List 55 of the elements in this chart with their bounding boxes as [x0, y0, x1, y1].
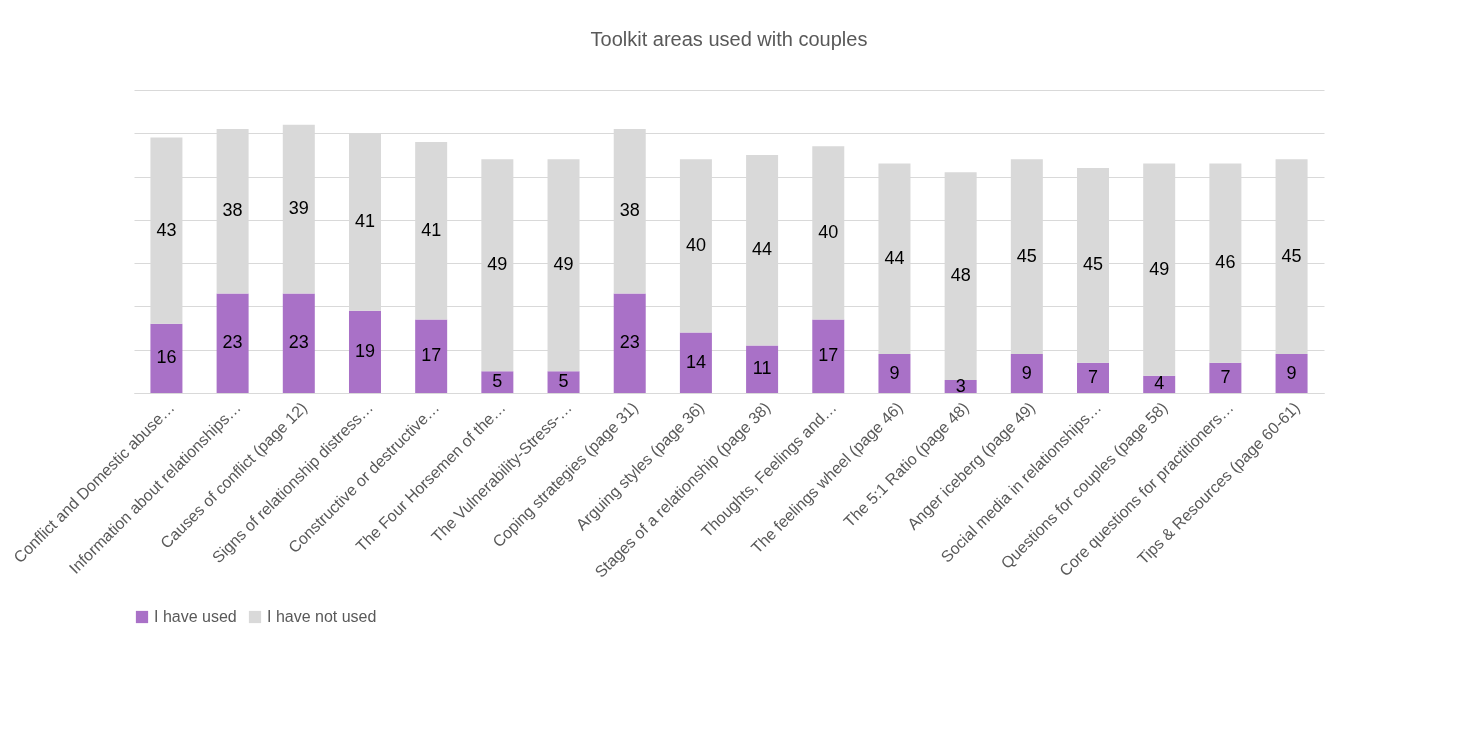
- data-label: 44: [752, 239, 773, 260]
- data-label: 9: [1021, 362, 1032, 383]
- data-label: 17: [421, 345, 442, 366]
- data-label: 4: [1154, 373, 1165, 394]
- bar: [150, 323, 183, 393]
- data-label: 45: [1016, 245, 1037, 266]
- data-label: 45: [1083, 254, 1104, 275]
- data-label: 41: [354, 211, 375, 232]
- data-label: 49: [1149, 258, 1170, 279]
- data-label: 40: [685, 234, 706, 255]
- bar: [481, 371, 514, 393]
- bar: [878, 354, 911, 393]
- legend-label: I have not used: [267, 608, 377, 625]
- data-label: 41: [421, 219, 442, 240]
- bar: [1077, 362, 1110, 393]
- bar: [1209, 362, 1242, 393]
- data-label: 9: [1286, 362, 1297, 383]
- data-label: 23: [619, 332, 640, 353]
- data-label: 39: [288, 198, 309, 219]
- data-label: 49: [487, 254, 508, 275]
- data-label: 48: [950, 265, 971, 286]
- bar: [348, 310, 381, 393]
- data-label: 44: [884, 247, 905, 268]
- bar: [1010, 354, 1043, 393]
- bar: [812, 319, 845, 393]
- data-label: 40: [818, 221, 839, 242]
- data-label: 9: [889, 362, 900, 383]
- chart-title: Toolkit areas used with couples: [590, 28, 868, 50]
- bar: [415, 319, 448, 393]
- bar: [746, 345, 779, 393]
- bar: [547, 371, 580, 393]
- data-label: 17: [818, 345, 839, 366]
- data-label: 46: [1215, 252, 1236, 273]
- bar: [679, 332, 712, 393]
- data-label: 43: [156, 219, 177, 240]
- bar: [282, 293, 315, 393]
- bar: [613, 293, 646, 393]
- data-label: 7: [1088, 366, 1099, 387]
- data-label: 16: [156, 347, 177, 368]
- data-label: 38: [222, 200, 243, 221]
- data-label: 23: [222, 332, 243, 353]
- data-label: 7: [1220, 366, 1231, 387]
- data-label: 11: [752, 358, 772, 379]
- data-label: 23: [288, 332, 309, 353]
- bar: [1275, 354, 1308, 393]
- data-label: 5: [558, 371, 569, 392]
- legend-label: I have used: [154, 608, 237, 625]
- data-label: 3: [955, 375, 966, 396]
- data-label: 5: [492, 371, 503, 392]
- bar: [216, 293, 249, 393]
- data-label: 19: [354, 340, 375, 361]
- data-label: 38: [619, 200, 640, 221]
- data-label: 49: [553, 254, 574, 275]
- data-label: 14: [685, 351, 706, 372]
- data-label: 45: [1281, 245, 1302, 266]
